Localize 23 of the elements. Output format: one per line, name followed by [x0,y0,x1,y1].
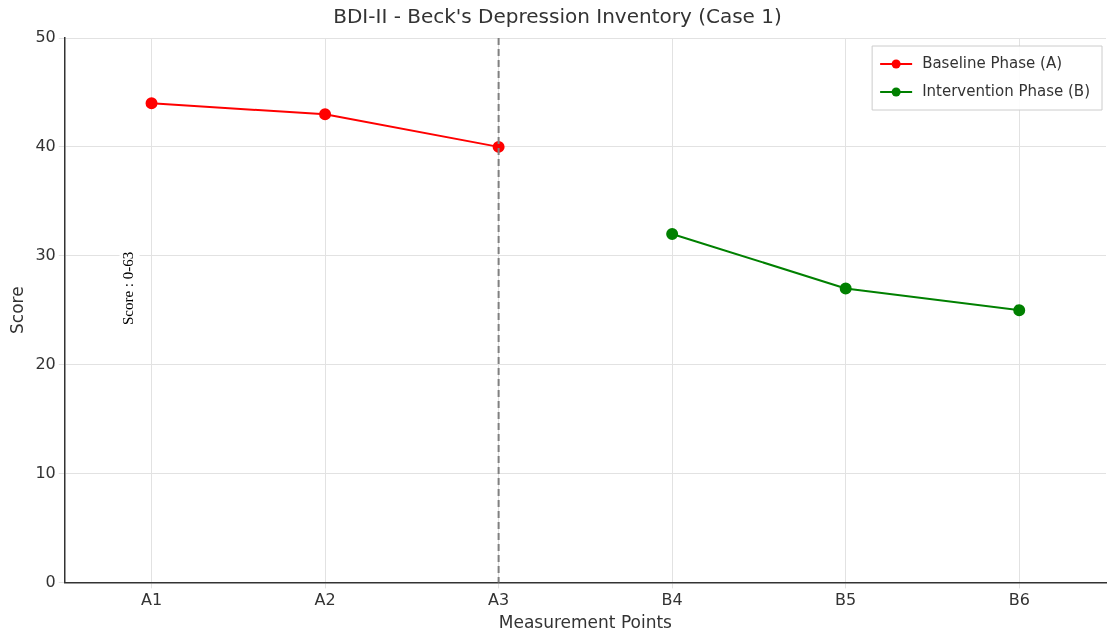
point [839,282,852,295]
y-tick-label: 10 [35,462,56,482]
point [666,227,679,240]
legend-label: Intervention Phase (B) [922,81,1090,100]
point [319,108,332,121]
point [1013,304,1026,317]
y-tick-label: 40 [35,136,56,156]
x-tick-label: B4 [661,590,683,610]
y-tick-label: 0 [45,571,56,591]
x-tick-label: B5 [835,590,857,610]
x-tick-label: A3 [488,590,510,610]
point [145,97,158,110]
y-tick-label: 30 [35,244,56,264]
y-axis-title: Score [6,286,27,335]
y-tick-label: 50 [35,27,56,47]
x-axis-title: Measurement Points [498,612,673,633]
x-tick-label: A1 [140,590,163,610]
x-tick-label: B6 [1008,590,1030,610]
annotation: Score : 0-63 [120,251,137,326]
legend-label: Baseline Phase (A) [922,53,1063,72]
x-tick-label: A2 [314,590,336,610]
chart-title: BDI-II - Beck's Depression Inventory (Case 1) [333,4,782,29]
y-tick-label: 20 [35,353,56,373]
